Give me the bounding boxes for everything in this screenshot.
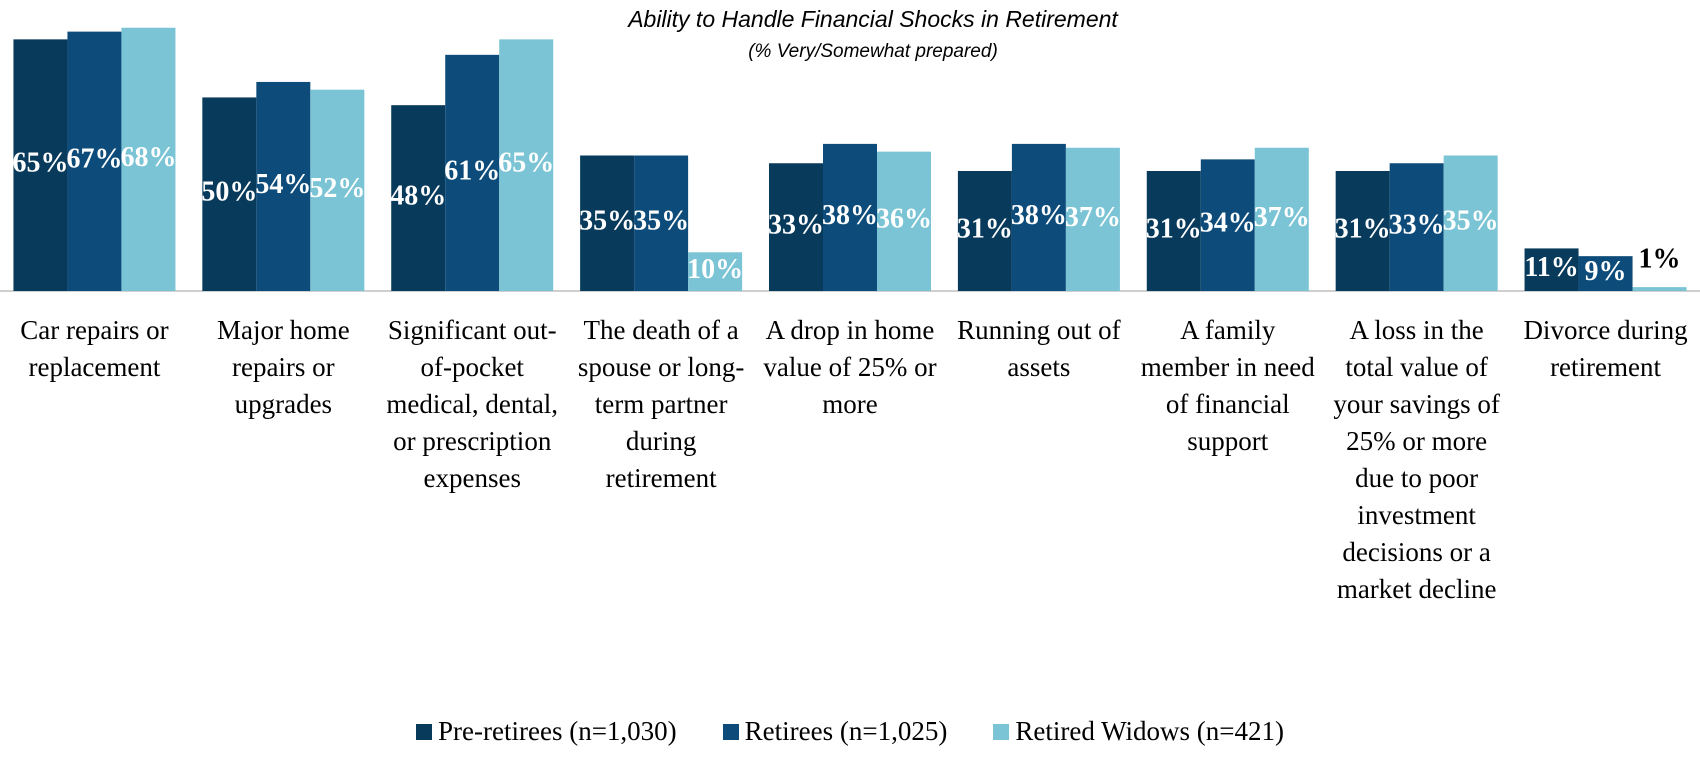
value-label: 11% bbox=[1524, 252, 1578, 283]
x-tick-label: A family member in need of financial sup… bbox=[1140, 315, 1315, 456]
chart-title: Ability to Handle Financial Shocks in Re… bbox=[626, 6, 1119, 32]
bar bbox=[580, 155, 635, 291]
value-label: 68% bbox=[120, 142, 176, 173]
value-label: 50% bbox=[201, 177, 257, 208]
value-label: 33% bbox=[768, 210, 824, 241]
x-tick-label: A loss in the total value of your saving… bbox=[1333, 315, 1500, 604]
value-label: 31% bbox=[1335, 213, 1391, 244]
bar bbox=[1524, 248, 1579, 291]
value-label: 48% bbox=[390, 181, 446, 212]
value-label: 9% bbox=[1585, 256, 1627, 287]
legend-swatch bbox=[993, 723, 1010, 740]
x-tick-label: A drop in home value of 25% or more bbox=[763, 315, 937, 419]
bar bbox=[688, 252, 743, 291]
value-label: 52% bbox=[309, 173, 365, 204]
legend-item: Retired Widows (n=421) bbox=[993, 716, 1284, 747]
bar bbox=[634, 155, 689, 291]
bar bbox=[202, 97, 257, 291]
bar bbox=[13, 39, 68, 291]
bar bbox=[121, 27, 176, 291]
bar bbox=[1065, 147, 1120, 291]
value-label: 33% bbox=[1389, 210, 1445, 241]
bar bbox=[445, 54, 500, 291]
bar bbox=[67, 31, 122, 291]
bar bbox=[957, 170, 1012, 291]
bar bbox=[1011, 143, 1066, 291]
value-label: 31% bbox=[957, 213, 1013, 244]
bar bbox=[1443, 155, 1498, 291]
bar bbox=[499, 39, 554, 291]
legend-label: Pre-retirees (n=1,030) bbox=[438, 716, 677, 746]
x-tick-label: Major home repairs or upgrades bbox=[216, 315, 350, 419]
value-label: 61% bbox=[444, 155, 500, 186]
legend-label: Retirees (n=1,025) bbox=[744, 716, 948, 746]
bar bbox=[1389, 163, 1444, 291]
x-tick-label: The death of a spouse or long-term partn… bbox=[577, 315, 745, 493]
bar bbox=[1254, 147, 1309, 291]
legend-swatch bbox=[722, 723, 739, 740]
legend: Pre-retirees (n=1,030) Retirees (n=1,025)… bbox=[0, 716, 1700, 747]
value-label: 37% bbox=[1254, 202, 1310, 233]
value-label: 35% bbox=[633, 206, 689, 237]
bar bbox=[1335, 170, 1390, 291]
legend-item: Pre-retirees (n=1,030) bbox=[416, 716, 677, 747]
value-label: 54% bbox=[255, 169, 311, 200]
value-label: 67% bbox=[66, 144, 122, 175]
value-label: 31% bbox=[1146, 213, 1202, 244]
value-label: 1% bbox=[1639, 244, 1681, 275]
value-label: 38% bbox=[1011, 200, 1067, 231]
bar bbox=[310, 89, 365, 291]
chart-subtitle: (% Very/Somewhat prepared) bbox=[748, 41, 998, 62]
value-label: 36% bbox=[876, 204, 932, 235]
bar bbox=[769, 163, 823, 291]
bar bbox=[1146, 170, 1201, 291]
bar bbox=[1578, 256, 1633, 291]
bar bbox=[256, 81, 311, 291]
value-label: 65% bbox=[12, 148, 68, 179]
legend-swatch bbox=[416, 723, 433, 740]
x-tick-label: Significant out-of-pocket medical, denta… bbox=[386, 315, 559, 493]
bar bbox=[823, 143, 877, 291]
value-label: 65% bbox=[498, 148, 554, 179]
x-tick-label: Car repairs or replacement bbox=[20, 315, 169, 382]
value-label: 38% bbox=[822, 200, 878, 231]
bar bbox=[1200, 159, 1255, 291]
value-label: 35% bbox=[579, 206, 635, 237]
x-tick-label: Divorce during retirement bbox=[1523, 315, 1688, 382]
legend-item: Retirees (n=1,025) bbox=[722, 716, 948, 747]
legend-label: Retired Widows (n=421) bbox=[1015, 716, 1284, 746]
x-tick-label: Running out of assets bbox=[957, 315, 1121, 382]
value-label: 34% bbox=[1200, 208, 1256, 239]
value-label: 35% bbox=[1443, 206, 1499, 237]
value-label: 10% bbox=[687, 254, 743, 285]
bar bbox=[1632, 287, 1687, 291]
bar bbox=[391, 105, 446, 292]
bar bbox=[877, 151, 931, 291]
value-label: 37% bbox=[1065, 202, 1121, 233]
